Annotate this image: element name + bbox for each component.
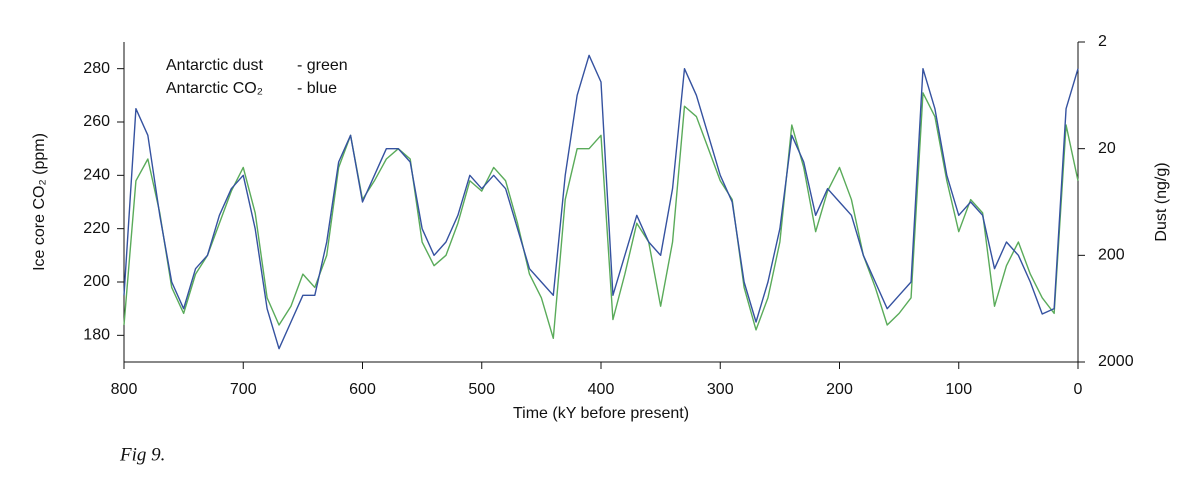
legend-note: - blue xyxy=(297,80,337,97)
y2-tick-label: 2000 xyxy=(1098,353,1134,370)
x-tick-label: 500 xyxy=(468,381,495,398)
y2-tick-label: 2 xyxy=(1098,33,1107,50)
x-tick-label: 200 xyxy=(826,381,853,398)
y2-tick-label: 20 xyxy=(1098,140,1116,157)
x-tick-label: 300 xyxy=(707,381,734,398)
legend-label: Antarctic dust xyxy=(166,57,263,74)
x-tick-label: 100 xyxy=(945,381,972,398)
y-axis-label: Ice core CO₂ (ppm) xyxy=(31,133,48,271)
caption: Fig 9. xyxy=(119,444,165,465)
x-tick-label: 400 xyxy=(588,381,615,398)
y-tick-label: 180 xyxy=(83,327,110,344)
data-line xyxy=(123,54,1079,350)
y2-axis-label: Dust (ng/g) xyxy=(1153,162,1170,241)
data-line xyxy=(123,92,1079,340)
y-tick-label: 240 xyxy=(83,167,110,184)
y-tick-label: 200 xyxy=(83,273,110,290)
x-tick-label: 800 xyxy=(111,381,138,398)
x-tick-label: 0 xyxy=(1074,381,1083,398)
x-tick-label: 600 xyxy=(349,381,376,398)
y-tick-label: 260 xyxy=(83,113,110,130)
legend-note: - green xyxy=(297,57,348,74)
y-tick-label: 280 xyxy=(83,60,110,77)
y2-tick-label: 200 xyxy=(1098,247,1125,264)
x-axis-label: Time (kY before present) xyxy=(513,405,689,422)
y-tick-label: 220 xyxy=(83,220,110,237)
x-tick-label: 700 xyxy=(230,381,257,398)
legend-label: Antarctic CO₂ xyxy=(166,80,263,97)
